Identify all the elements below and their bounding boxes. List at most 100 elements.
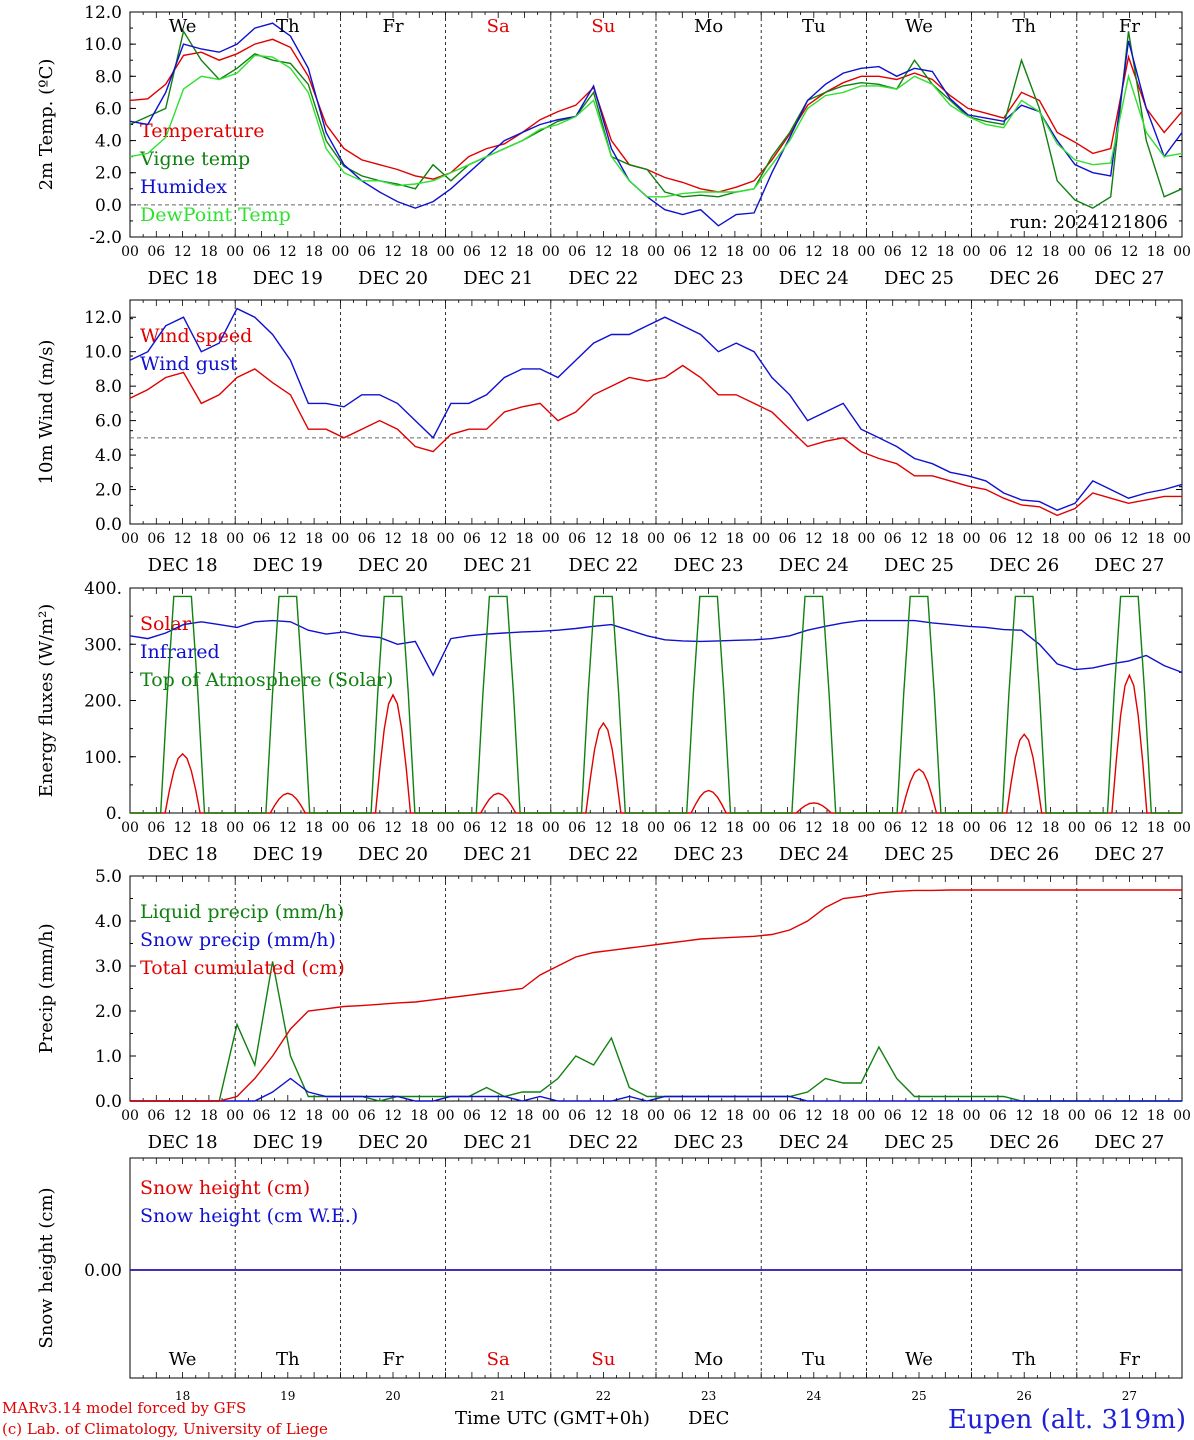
model-credit-line2: (c) Lab. of Climatology, University of L… — [2, 1420, 328, 1438]
day-number: 27 — [1122, 1389, 1137, 1403]
hour-label: 06 — [568, 1108, 586, 1124]
hour-label: 06 — [989, 244, 1007, 260]
date-label: DEC 24 — [779, 555, 849, 576]
date-label: DEC 23 — [674, 1132, 744, 1153]
hour-label: 06 — [884, 820, 902, 836]
hour-label: 00 — [1068, 244, 1086, 260]
hour-label: 00 — [542, 531, 560, 547]
hour-label: 00 — [1173, 244, 1191, 260]
hour-label: 18 — [1147, 531, 1165, 547]
y-tick-label: 1.0 — [95, 1047, 122, 1067]
hour-label: 06 — [253, 531, 271, 547]
y-tick-label: 300. — [84, 635, 122, 655]
hour-label: 00 — [647, 820, 665, 836]
day-number: 18 — [175, 1389, 190, 1403]
hour-label: 06 — [779, 1108, 797, 1124]
date-label: DEC 24 — [779, 1132, 849, 1153]
hour-label: 18 — [831, 244, 849, 260]
hour-label: 06 — [358, 1108, 376, 1124]
y-tick-label: 200. — [84, 692, 122, 712]
legend-entry: Solar — [140, 613, 192, 635]
hour-label: 00 — [1068, 820, 1086, 836]
hour-label: 00 — [437, 531, 455, 547]
date-label: DEC 21 — [463, 1132, 533, 1153]
hour-label: 18 — [621, 244, 639, 260]
hour-label: 00 — [542, 1108, 560, 1124]
date-label: DEC 19 — [253, 1132, 323, 1153]
y-tick-label: 100. — [84, 748, 122, 768]
day-number: 20 — [385, 1389, 400, 1403]
hour-label: 06 — [463, 1108, 481, 1124]
hour-label: 18 — [410, 820, 428, 836]
hour-label: 00 — [226, 1108, 244, 1124]
hour-label: 18 — [1042, 531, 1060, 547]
legend-entry: Snow height (cm) — [140, 1177, 310, 1199]
y-tick-label: 2.0 — [95, 1002, 122, 1022]
hour-label: 06 — [147, 244, 165, 260]
hour-label: 12 — [174, 244, 192, 260]
date-label: DEC 25 — [884, 844, 954, 865]
model-credit-line1: MARv3.14 model forced by GFS — [2, 1399, 246, 1417]
date-label: DEC 19 — [253, 555, 323, 576]
date-label: DEC 23 — [674, 268, 744, 289]
hour-label: 12 — [594, 1108, 612, 1124]
hour-label: 00 — [857, 1108, 875, 1124]
day-abbr: Fr — [1119, 1349, 1140, 1370]
y-tick-label: 4.0 — [95, 912, 122, 932]
y-axis-label: Energy fluxes (W/m²) — [36, 604, 57, 798]
hour-label: 18 — [516, 820, 534, 836]
hour-label: 18 — [831, 820, 849, 836]
hour-label: 12 — [594, 820, 612, 836]
hour-label: 06 — [568, 244, 586, 260]
hour-label: 18 — [621, 820, 639, 836]
day-abbr: Fr — [1119, 16, 1140, 37]
legend-entry: Infrared — [140, 641, 220, 663]
legend-entry: Snow precip (mm/h) — [140, 929, 336, 951]
hour-label: 06 — [358, 244, 376, 260]
date-label: DEC 21 — [463, 268, 533, 289]
y-tick-label: 10.0 — [84, 343, 122, 363]
hour-label: 00 — [963, 531, 981, 547]
series-line-infrared — [129, 619, 1183, 677]
day-number: 19 — [280, 1389, 295, 1403]
hour-label: 00 — [331, 244, 349, 260]
date-label: DEC 25 — [884, 268, 954, 289]
y-tick-label: 6.0 — [95, 99, 122, 119]
series-line-snow-precip-mm-h- — [130, 1077, 1182, 1102]
hour-label: 00 — [857, 531, 875, 547]
hour-label: 00 — [121, 531, 139, 547]
x-axis-month: DEC — [688, 1408, 729, 1429]
day-abbr: Mo — [694, 16, 723, 37]
hour-label: 00 — [963, 244, 981, 260]
day-abbr: Su — [591, 16, 615, 37]
hour-label: 12 — [1015, 531, 1033, 547]
hour-label: 12 — [279, 244, 297, 260]
hour-label: 12 — [700, 1108, 718, 1124]
hour-label: 18 — [1147, 1108, 1165, 1124]
hour-label: 06 — [884, 244, 902, 260]
hour-label: 18 — [1147, 820, 1165, 836]
hour-label: 12 — [1015, 1108, 1033, 1124]
day-abbr: Th — [276, 16, 300, 37]
hour-label: 00 — [437, 820, 455, 836]
hour-label: 00 — [1173, 820, 1191, 836]
hour-label: 18 — [200, 820, 218, 836]
hour-label: 12 — [174, 531, 192, 547]
hour-label: 18 — [831, 531, 849, 547]
hour-label: 12 — [1120, 820, 1138, 836]
hour-label: 00 — [1173, 531, 1191, 547]
hour-label: 06 — [1094, 820, 1112, 836]
series-line-vigne-temp — [129, 29, 1183, 209]
legend-entry: Wind speed — [140, 325, 252, 347]
y-tick-label: 8.0 — [95, 377, 122, 397]
day-abbr: We — [169, 1349, 197, 1370]
hour-label: 06 — [884, 1108, 902, 1124]
date-label: DEC 22 — [568, 1132, 638, 1153]
y-tick-label: 6.0 — [95, 412, 122, 432]
hour-label: 00 — [226, 820, 244, 836]
hour-label: 06 — [147, 1108, 165, 1124]
legend-entry: Liquid precip (mm/h) — [140, 901, 344, 923]
hour-label: 18 — [1042, 1108, 1060, 1124]
hour-label: 12 — [174, 1108, 192, 1124]
y-tick-label: 0.0 — [95, 1092, 122, 1112]
